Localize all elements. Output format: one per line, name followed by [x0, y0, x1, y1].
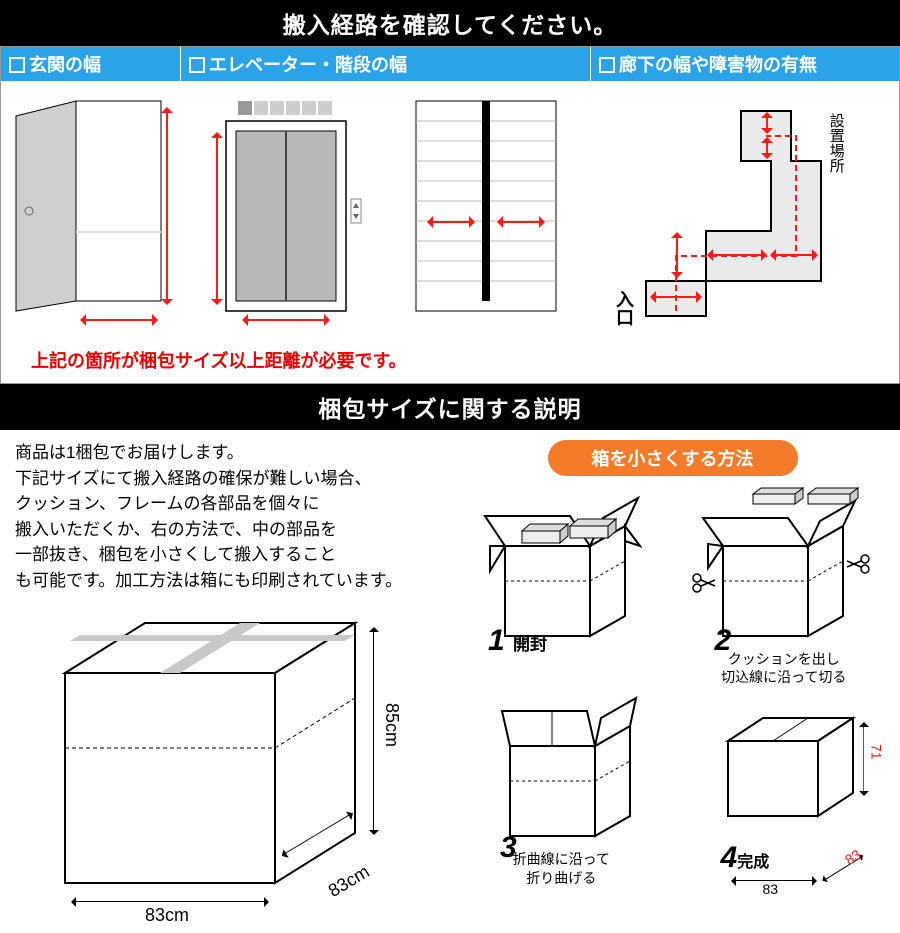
step-3: 3 折曲線に沿って折り曲げる: [460, 696, 663, 886]
step-1: 1 開封: [460, 486, 663, 686]
diagram-door: [6, 91, 196, 336]
diagram-stairs: [396, 91, 596, 336]
top-section: 玄関の幅 エレベーター・階段の幅 廊下の幅や障害物の有無: [0, 46, 900, 384]
diagram-floorplan: 入口 設置場所: [596, 91, 894, 336]
header-delivery-route: 搬入経路を確認してください。: [0, 0, 900, 46]
diagram-elevator: [196, 91, 396, 336]
step-4: 4完成 83 83 71: [683, 696, 886, 886]
tab-elevator: エレベーター・階段の幅: [181, 47, 591, 81]
step-2: 2 クッションを出し切込線に沿って切る: [683, 486, 886, 686]
orange-label: 箱を小さくする方法: [548, 440, 798, 476]
tab-entrance: 玄関の幅: [1, 47, 181, 81]
blue-tabs: 玄関の幅 エレベーター・階段の幅 廊下の幅や障害物の有無: [1, 47, 899, 81]
header-packaging: 梱包サイズに関する説明: [0, 384, 900, 430]
large-box-diagram: 83cm 83cm 85cm: [15, 603, 435, 923]
label-location: 設置場所: [828, 113, 844, 173]
warning-text: 上記の箇所が梱包サイズ以上距離が必要です。: [1, 341, 899, 383]
tab-corridor: 廊下の幅や障害物の有無: [591, 47, 899, 81]
label-entrance: 入口: [616, 291, 634, 327]
description: 商品は1梱包でお届けします。 下記サイズにて搬入経路の確保が難しい場合、 クッシ…: [15, 440, 460, 603]
